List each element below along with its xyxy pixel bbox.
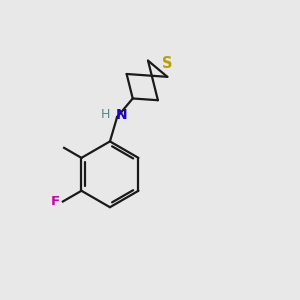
Text: H: H [100, 108, 110, 121]
Text: S: S [162, 56, 172, 70]
Text: N: N [116, 108, 128, 122]
Text: F: F [50, 195, 59, 208]
